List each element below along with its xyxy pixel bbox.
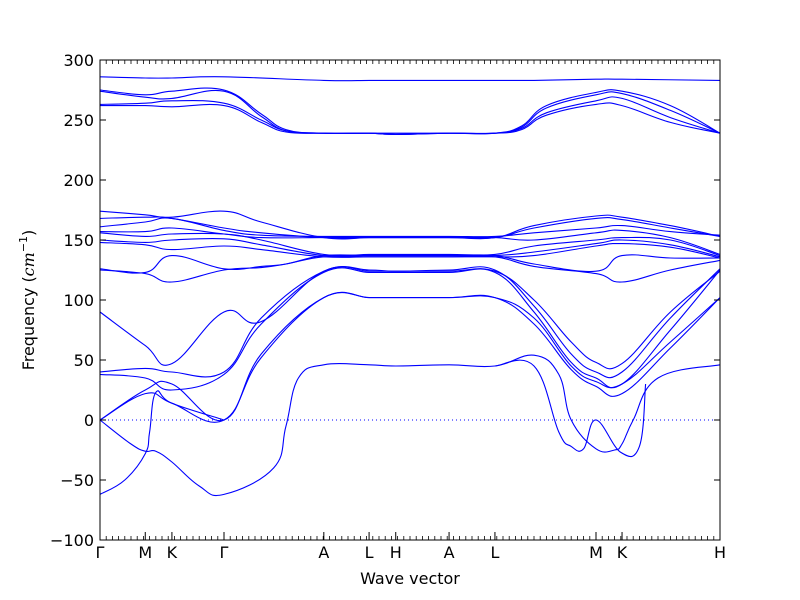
x-tick-label: K (167, 543, 178, 562)
y-tick-label: 0 (84, 411, 94, 430)
branch-line-9 (99, 227, 721, 255)
branch-line-14 (99, 255, 721, 283)
x-tick-label: M (138, 543, 152, 562)
y-axis-label-exponent: −1 (17, 236, 30, 252)
x-tick-label: Γ (96, 543, 105, 562)
y-tick-label: 50 (74, 351, 94, 370)
y-tick-label: 300 (63, 51, 94, 70)
y-tick-label: −50 (60, 471, 94, 490)
branch-line-16 (99, 266, 721, 379)
branch-line-22 (494, 359, 647, 458)
branch-line-20 (99, 354, 721, 497)
x-tick-label: L (490, 543, 499, 562)
branch-line-21 (99, 390, 225, 495)
y-tick-labels: −100 −50 0 50 100 150 200 250 300 (50, 51, 94, 550)
branch-line-19 (99, 291, 721, 423)
x-tick-label: A (318, 543, 329, 562)
x-tick-label: A (444, 543, 455, 562)
phonon-branches (99, 76, 721, 497)
y-tick-label: −100 (50, 531, 94, 550)
y-tick-label: 200 (63, 171, 94, 190)
branch-line-5 (99, 102, 721, 135)
branch-line-1 (99, 76, 721, 82)
branch-line-10 (99, 232, 721, 257)
x-tick-label: H (714, 543, 726, 562)
x-axis-label: Wave vector (360, 569, 460, 588)
y-tick-label: 150 (63, 231, 94, 250)
plot-frame (99, 59, 721, 541)
branch-line-3 (99, 89, 721, 135)
y-tick-label: 250 (63, 111, 94, 130)
y-axis-label-close: ) (19, 230, 38, 236)
x-tick-label: K (617, 543, 628, 562)
x-tick-label: H (390, 543, 402, 562)
y-axis-label-text: Frequency ( (19, 276, 38, 370)
branch-line-8 (99, 217, 721, 238)
y-tick-label: 100 (63, 291, 94, 310)
branch-line-13 (99, 254, 721, 274)
y-axis-label-unit: cm (19, 252, 38, 276)
x-tick-label: Γ (220, 543, 229, 562)
x-tick-label: L (365, 543, 374, 562)
plot-area (100, 60, 720, 540)
x-tick-label: M (589, 543, 603, 562)
y-axis-label: Frequency (cm−1) (17, 230, 38, 371)
